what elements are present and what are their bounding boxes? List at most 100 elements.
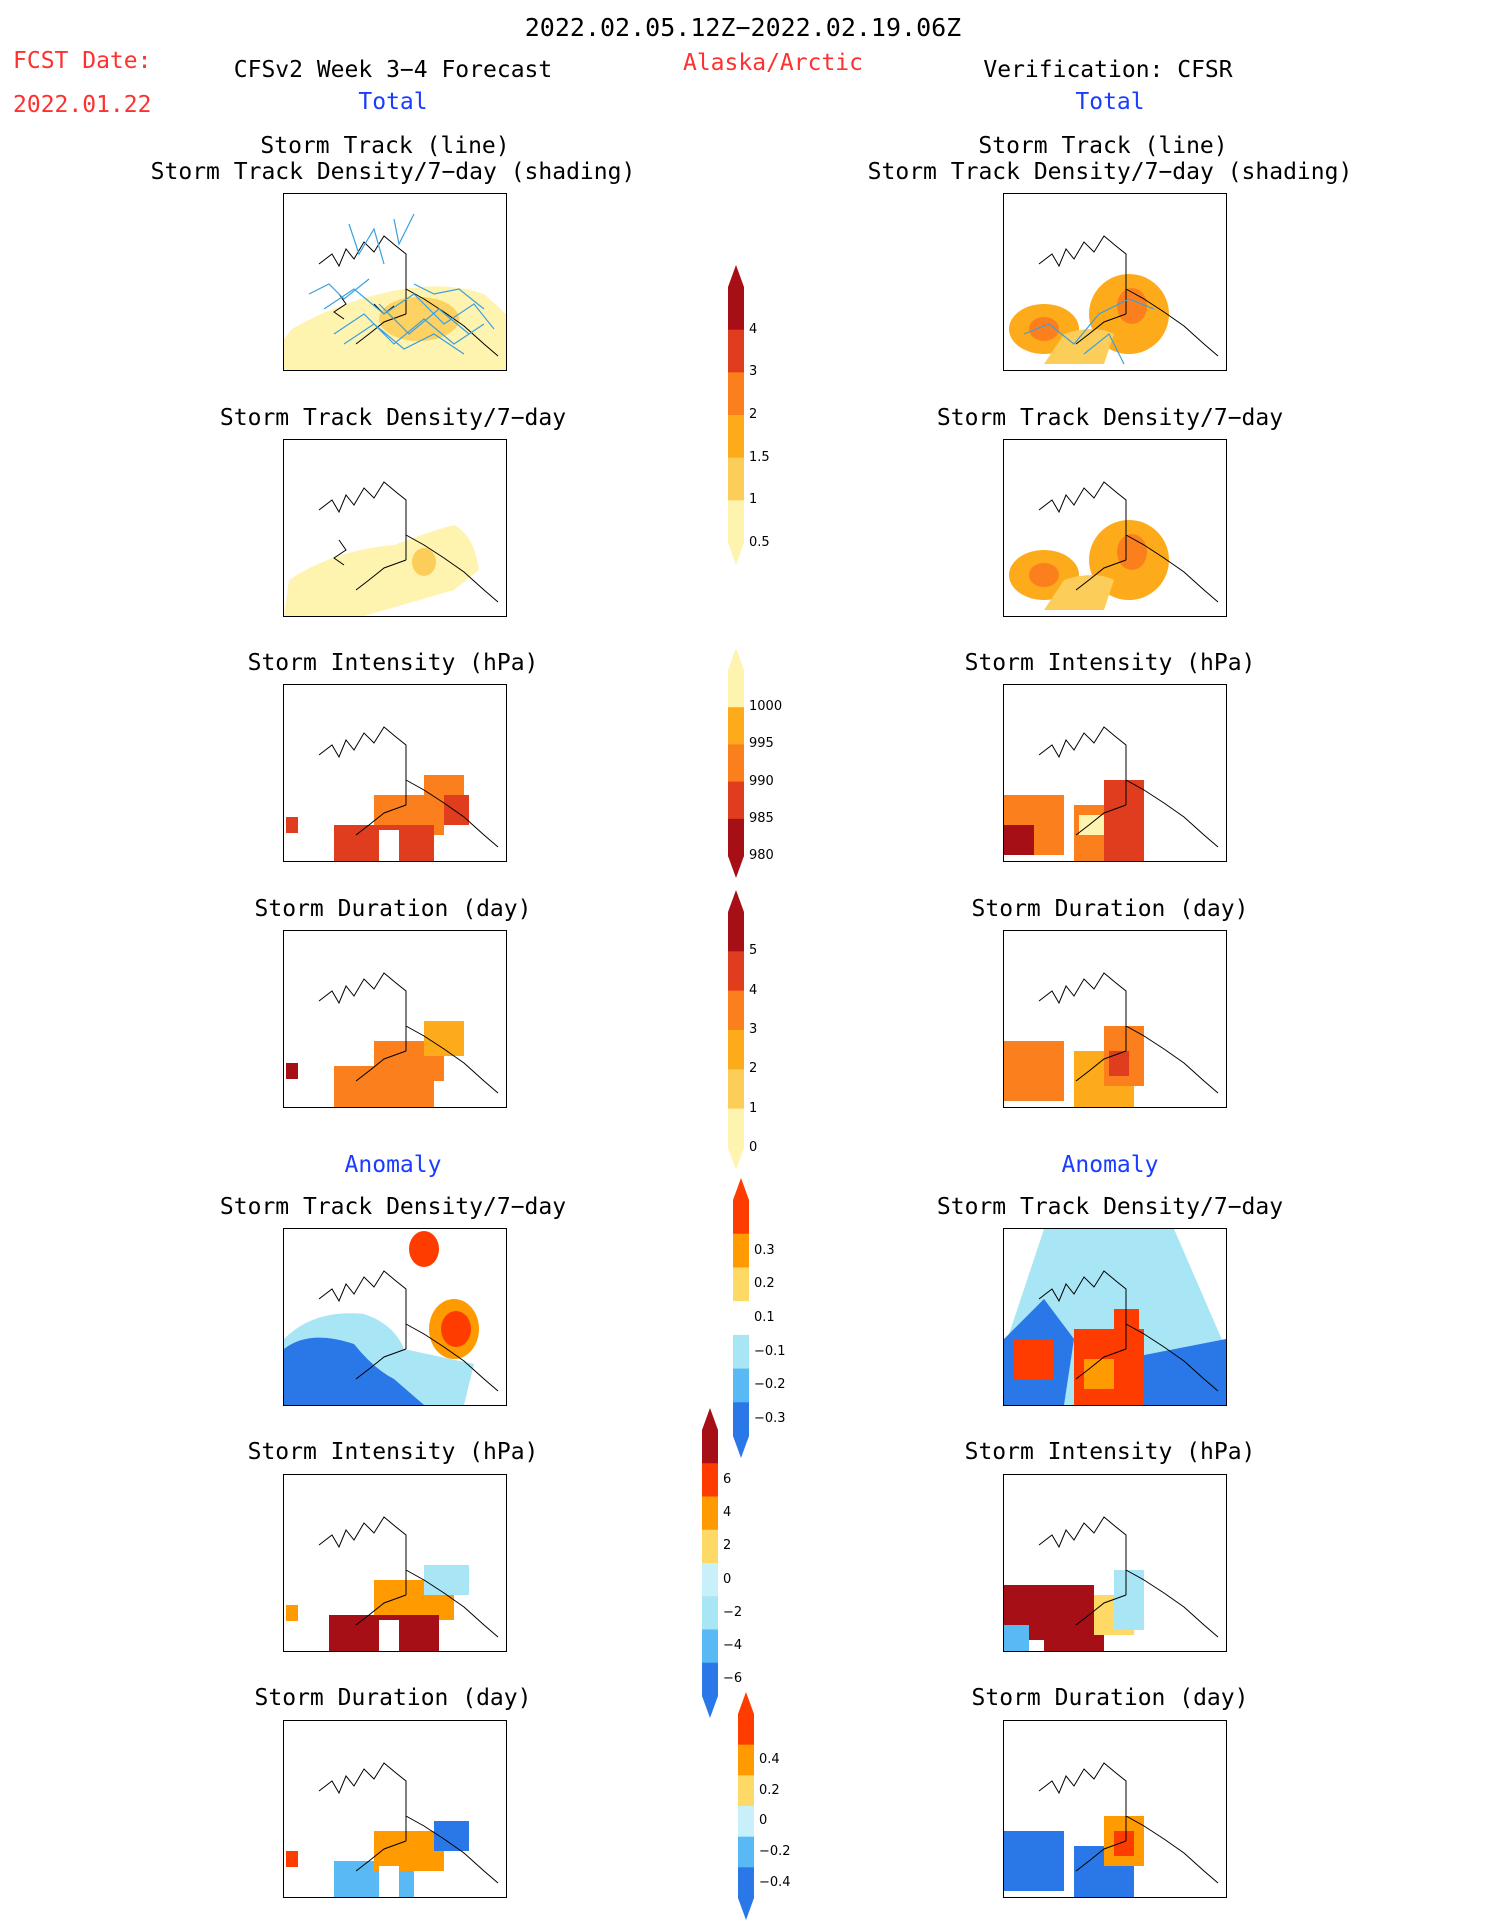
colorbar-segment [702, 1529, 718, 1564]
colorbar-tick-label: −0.1 [754, 1343, 786, 1359]
colorbar-segment [702, 1563, 718, 1597]
colorbar-top-arrow [702, 1408, 718, 1430]
left-track-line-title: Storm Track (line) [260, 133, 510, 159]
colorbar-segment [733, 1200, 749, 1235]
colorbar-tick-label: −2 [723, 1604, 743, 1620]
colorbar-segment [738, 1744, 754, 1776]
colorbar-tick-label: 0 [759, 1813, 768, 1829]
left-anom-intensity-title: Storm Intensity (hPa) [247, 1439, 539, 1465]
colorbar-segment [733, 1301, 749, 1336]
right-section-total: Total [1075, 89, 1145, 115]
right-duration-title: Storm Duration (day) [971, 896, 1249, 922]
colorbar-segment [733, 1233, 749, 1268]
model-title: CFSv2 Week 3−4 Forecast [233, 57, 553, 83]
colorbar-bottom-arrow [728, 543, 744, 565]
colorbar-tick-label: 0.2 [754, 1276, 775, 1292]
colorbar-segment [728, 951, 744, 992]
colorbar-top-arrow [733, 1178, 749, 1200]
colorbar-segment [738, 1714, 754, 1746]
colorbar-density-total: 4 3 2 1.5 1 0.5 [728, 265, 804, 565]
map-left-duration [283, 930, 507, 1108]
colorbar-tick-label: −0.2 [759, 1844, 791, 1859]
colorbar-segment [728, 415, 744, 459]
left-track-shading-title: Storm Track Density/7−day (shading) [150, 159, 636, 185]
colorbar-segment [738, 1867, 754, 1899]
colorbar-segment [702, 1496, 718, 1531]
colorbar-segment [738, 1836, 754, 1868]
colorbar-segment [702, 1629, 718, 1664]
right-anom-intensity-title: Storm Intensity (hPa) [964, 1439, 1256, 1465]
map-left-intensity [283, 684, 507, 862]
right-anomaly-label: Anomaly [1061, 1152, 1159, 1178]
colorbar-tick-label: −4 [723, 1638, 743, 1654]
colorbar-segment [738, 1806, 754, 1838]
map-left-anom-intensity [283, 1474, 507, 1652]
left-duration-title: Storm Duration (day) [254, 896, 532, 922]
colorbar-segment [728, 1108, 744, 1149]
colorbar-tick-label: 985 [749, 810, 774, 826]
colorbar-density-anom: 0.3 0.2 0.1 −0.1 −0.2 −0.3 [733, 1178, 809, 1458]
colorbar-bottom-arrow [728, 1148, 744, 1170]
colorbar-segment [728, 372, 744, 416]
left-anom-density-title: Storm Track Density/7−day [219, 1194, 567, 1220]
colorbar-tick-label: 0.1 [754, 1310, 775, 1325]
map-left-anom-density [283, 1228, 507, 1406]
colorbar-duration-total: 5 4 3 2 1 0 [728, 890, 804, 1170]
colorbar-tick-label: 1000 [749, 699, 783, 715]
colorbar-segment [733, 1402, 749, 1437]
colorbar-tick-label: −0.2 [754, 1377, 786, 1393]
colorbar-tick-label: 0.2 [759, 1782, 780, 1798]
colorbar-segment [728, 781, 744, 820]
colorbar-bottom-arrow [738, 1898, 754, 1920]
left-density-title: Storm Track Density/7−day [219, 405, 567, 431]
colorbar-tick-label: 980 [749, 848, 774, 863]
right-anom-density-title: Storm Track Density/7−day [936, 1194, 1284, 1220]
date-range-title: 2022.02.05.12Z−2022.02.19.06Z [524, 13, 962, 42]
left-section-total: Total [358, 89, 428, 115]
colorbar-tick-label: 0.4 [759, 1752, 780, 1767]
colorbar-tick-label: 0 [749, 1140, 758, 1155]
colorbar-tick-label: 995 [749, 736, 774, 752]
colorbar-segment [702, 1662, 718, 1697]
colorbar-segment [728, 744, 744, 783]
colorbar-top-arrow [728, 890, 744, 912]
right-anom-duration-title: Storm Duration (day) [971, 1685, 1249, 1711]
map-right-duration [1003, 930, 1227, 1108]
colorbar-bottom-arrow [702, 1696, 718, 1718]
map-right-track-density [1003, 193, 1227, 371]
colorbar-bottom-arrow [728, 856, 744, 878]
map-left-anom-duration [283, 1720, 507, 1898]
colorbar-tick-label: 5 [749, 943, 758, 959]
colorbar-tick-label: 2 [749, 1061, 758, 1077]
right-intensity-title: Storm Intensity (hPa) [964, 650, 1256, 676]
colorbar-tick-label: −0.3 [754, 1411, 786, 1427]
map-right-anom-duration [1003, 1720, 1227, 1898]
colorbar-segment [728, 670, 744, 708]
colorbar-tick-label: 1 [749, 492, 758, 508]
colorbar-segment [733, 1334, 749, 1370]
colorbar-duration-anom: 0.4 0.2 0 −0.2 −0.4 [738, 1692, 814, 1920]
colorbar-tick-label: 3 [749, 1022, 758, 1037]
colorbar-segment [728, 500, 744, 544]
right-track-shading-title: Storm Track Density/7−day (shading) [867, 159, 1353, 185]
right-track-line-title: Storm Track (line) [978, 133, 1228, 159]
colorbar-tick-label: 990 [749, 773, 774, 789]
colorbar-segment [702, 1430, 718, 1464]
colorbar-tick-label: 4 [749, 321, 758, 337]
colorbar-segment [733, 1368, 749, 1403]
map-right-density [1003, 439, 1227, 617]
colorbar-tick-label: 2 [723, 1538, 732, 1554]
colorbar-tick-label: 1.5 [749, 449, 770, 465]
colorbar-segment [733, 1267, 749, 1302]
colorbar-top-arrow [738, 1692, 754, 1714]
colorbar-segment [728, 707, 744, 745]
colorbar-segment [728, 1030, 744, 1070]
colorbar-segment [728, 287, 744, 331]
map-right-anom-intensity [1003, 1474, 1227, 1652]
colorbar-segment [702, 1463, 718, 1497]
colorbar-tick-label: −0.4 [759, 1874, 791, 1890]
colorbar-intensity-anom: 6 4 2 0 −2 −4 −6 [702, 1408, 778, 1718]
colorbar-segment [728, 912, 744, 952]
fcst-date-value: 2022.01.22 [13, 92, 152, 118]
colorbar-segment [702, 1596, 718, 1630]
